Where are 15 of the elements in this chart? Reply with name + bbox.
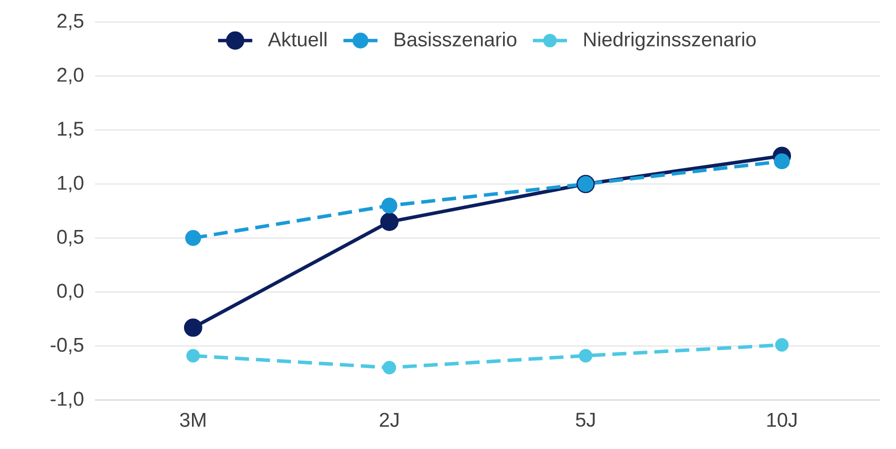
y-tick-label: 1,5 bbox=[58, 122, 84, 138]
legend-label: Aktuell bbox=[268, 32, 326, 46]
x-tick-label: 5J bbox=[576, 412, 595, 427]
x-tick-label: 2J bbox=[380, 412, 398, 427]
legend-label: Niedrigzinsszenario bbox=[584, 32, 756, 50]
y-tick-label: 0,5 bbox=[57, 230, 84, 246]
y-tick-label: 2,0 bbox=[57, 68, 84, 84]
y-tick-label: 0,0 bbox=[57, 284, 84, 300]
y-tick-label: 1,0 bbox=[58, 176, 84, 192]
legend-label: Basisszenario bbox=[394, 32, 516, 46]
y-tick-label: 2,5 bbox=[57, 14, 84, 30]
y-tick-label: -1,0 bbox=[50, 392, 84, 408]
x-tick-label: 3M bbox=[180, 412, 206, 427]
y-tick-label: -0,5 bbox=[50, 338, 84, 354]
x-tick-label: 10J bbox=[767, 412, 796, 427]
